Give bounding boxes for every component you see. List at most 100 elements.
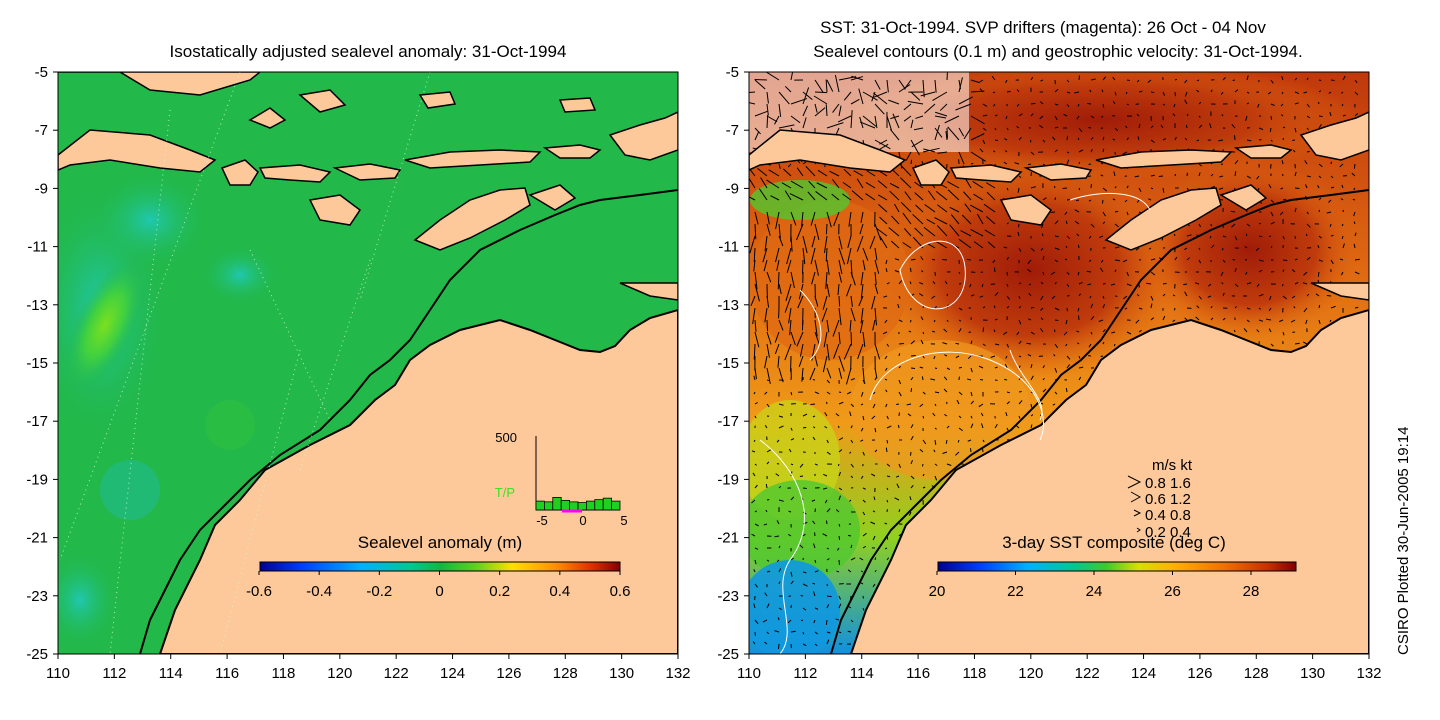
velocity-vector (753, 247, 756, 262)
velocity-vector (826, 391, 831, 395)
velocity-vector (1054, 115, 1058, 121)
velocity-vector (1267, 91, 1272, 95)
velocity-vector (1066, 271, 1070, 275)
velocity-vector (949, 224, 960, 237)
velocity-vector (1162, 91, 1166, 96)
velocity-vector (778, 581, 781, 585)
velocity-vector (754, 131, 760, 141)
velocity-vector (860, 570, 864, 573)
velocity-vector (1150, 174, 1155, 177)
velocity-vector (970, 133, 985, 141)
right-lon-tick-label: 120 (1018, 665, 1043, 682)
velocity-vector (1114, 127, 1119, 132)
velocity-vector (790, 427, 793, 431)
velocity-vector (1077, 271, 1080, 276)
velocity-vector (764, 424, 768, 429)
velocity-vector (765, 509, 768, 513)
velocity-vector (897, 303, 900, 309)
inset-bar (544, 501, 554, 511)
right-map-title-line1: SST: 31-Oct-1994. SVP drifters (magenta)… (820, 18, 1266, 37)
velocity-vector (848, 211, 852, 227)
velocity-vector (1088, 199, 1092, 202)
velocity-vector (1054, 343, 1059, 349)
velocity-vector (982, 306, 986, 309)
velocity-vector (1317, 244, 1320, 249)
velocity-vector (1282, 331, 1285, 336)
velocity-vector (802, 247, 806, 265)
velocity-vector (934, 367, 938, 369)
velocity-vector (905, 151, 912, 161)
velocity-vector (979, 88, 984, 93)
velocity-vector (766, 103, 769, 116)
velocity-vector (1330, 259, 1334, 265)
velocity-vector (874, 343, 881, 360)
velocity-vector (1040, 328, 1044, 333)
velocity-vector (1126, 185, 1129, 189)
velocity-vector (1135, 319, 1140, 324)
velocity-vector (766, 449, 772, 453)
velocity-vector (909, 319, 912, 323)
velocity-vector (1328, 91, 1332, 94)
velocity-vector (825, 247, 828, 262)
velocity-vector (886, 475, 891, 478)
velocity-vector (932, 330, 936, 333)
velocity-vector (1282, 137, 1285, 141)
velocity-vector (1218, 187, 1224, 190)
velocity-vector (1065, 319, 1068, 325)
velocity-vector (799, 475, 804, 478)
left-lat-tick-label: -5 (35, 64, 48, 81)
velocity-vector (1054, 247, 1060, 251)
velocity-vector (862, 532, 867, 537)
velocity-vector (766, 603, 770, 609)
velocity-vector (823, 235, 828, 254)
velocity-vector (1258, 127, 1264, 131)
velocity-vector (749, 91, 756, 93)
velocity-vector (1172, 113, 1176, 117)
velocity-vector (770, 195, 780, 201)
left-lon-tick-label: 112 (102, 665, 126, 682)
velocity-vector (910, 424, 914, 429)
velocity-vector (822, 295, 828, 310)
velocity-vector (910, 475, 915, 480)
velocity-vector (1184, 291, 1188, 297)
velocity-vector (1280, 114, 1284, 117)
left-map-title: Isostatically adjusted sealevel anomaly:… (170, 42, 567, 61)
velocity-vector (778, 163, 781, 169)
velocity-vector (1114, 246, 1120, 249)
left-lat-axis: -5 -7 -9 -11 -13 -15 -17 -19 -21 -23 -25 (26, 64, 58, 663)
velocity-vector (1114, 223, 1119, 228)
velocity-vector (860, 475, 864, 480)
velocity-vector (956, 399, 960, 405)
velocity-vector (1088, 343, 1092, 348)
velocity-vector (970, 151, 986, 162)
velocity-vector (1052, 403, 1056, 406)
velocity-vector (1030, 306, 1035, 309)
velocity-vector (814, 103, 818, 113)
csiro-side-label: CSIRO Plotted 30-Jun-2005 19:14 (1395, 427, 1412, 655)
velocity-vector (874, 247, 878, 261)
velocity-vector (1017, 187, 1020, 193)
velocity-vector (898, 533, 902, 537)
velocity-vector (838, 295, 841, 307)
velocity-vector (943, 376, 948, 381)
velocity-vector (970, 294, 975, 297)
velocity-vector (766, 379, 770, 382)
velocity-vector (898, 84, 911, 93)
velocity-vector (895, 475, 900, 478)
velocity-vector (853, 170, 864, 177)
velocity-vector (749, 102, 756, 105)
velocity-vector (1018, 136, 1022, 141)
velocity-vector (1090, 78, 1096, 81)
velocity-vector (754, 223, 757, 240)
velocity-vector (1162, 315, 1166, 321)
velocity-vector (1090, 148, 1093, 153)
velocity-vector (980, 412, 984, 417)
velocity-vector (850, 403, 855, 408)
velocity-vector (850, 295, 853, 307)
velocity-vector (1102, 136, 1105, 141)
velocity-vector (766, 295, 770, 308)
right-lat-tick-label: -9 (726, 180, 739, 197)
velocity-vector (922, 486, 926, 489)
velocity-vector (850, 110, 853, 129)
velocity-vector (889, 128, 900, 141)
